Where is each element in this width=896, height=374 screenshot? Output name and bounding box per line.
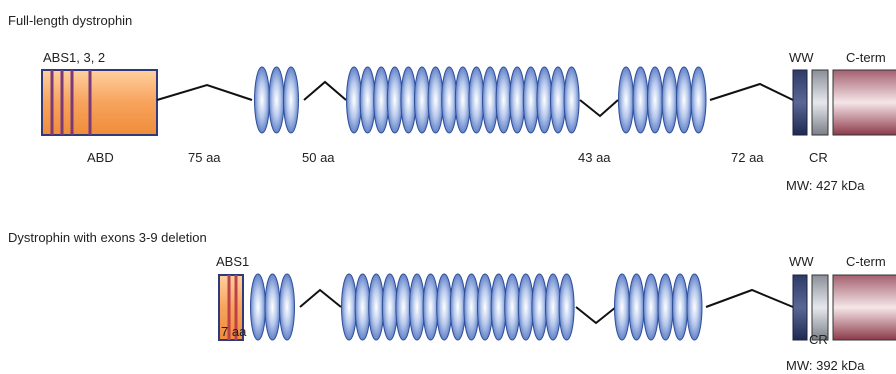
repeat: [410, 274, 425, 340]
repeat: [551, 67, 566, 133]
repeat: [546, 274, 561, 340]
repeat: [455, 67, 470, 133]
repeat: [423, 274, 438, 340]
repeat: [382, 274, 397, 340]
repeat: [483, 67, 498, 133]
repeat: [518, 274, 533, 340]
repeat: [369, 274, 384, 340]
linker: [580, 100, 618, 116]
abs-label: ABS1, 3, 2: [43, 50, 105, 65]
spectrin-repeats: [255, 67, 707, 133]
repeat: [396, 274, 411, 340]
repeat: [658, 274, 673, 340]
repeat: [415, 67, 430, 133]
repeat: [510, 67, 525, 133]
repeat: [355, 274, 370, 340]
repeat: [478, 274, 493, 340]
repeat: [464, 274, 479, 340]
cterm-label: C-term: [846, 50, 886, 65]
repeat: [619, 67, 634, 133]
repeat: [633, 67, 648, 133]
repeat: [662, 67, 677, 133]
diagram: Full-length dystrophin ABS1, 3, 2 WW C-t…: [0, 0, 896, 374]
mw-label: MW: 392 kDa: [786, 358, 865, 373]
ww-domain: [793, 70, 807, 135]
mw-label: MW: 427 kDa: [786, 178, 865, 193]
abd-label: ABD: [87, 150, 114, 165]
repeat: [251, 274, 266, 340]
repeat: [280, 274, 295, 340]
repeat: [523, 67, 538, 133]
abs-label: ABS1: [216, 254, 249, 269]
repeat: [387, 67, 402, 133]
repeat: [360, 67, 375, 133]
repeat: [687, 274, 702, 340]
linker: [576, 307, 616, 323]
spectrin-repeats: [251, 274, 703, 340]
repeat: [284, 67, 299, 133]
short-label: 7 aa: [221, 324, 247, 339]
repeat: [342, 274, 357, 340]
c-term-domain: [833, 275, 896, 340]
repeat: [469, 67, 484, 133]
repeat: [629, 274, 644, 340]
repeat: [677, 67, 692, 133]
repeat: [265, 274, 280, 340]
repeat: [615, 274, 630, 340]
linker-label: 72 aa: [731, 150, 764, 165]
cr-label: CR: [809, 150, 828, 165]
repeat: [537, 67, 552, 133]
linker: [300, 290, 341, 307]
repeat: [401, 67, 416, 133]
cr-domain: [812, 70, 828, 135]
linker-label: 43 aa: [578, 150, 611, 165]
linker-label: 50 aa: [302, 150, 335, 165]
cr-label: CR: [809, 332, 828, 347]
linker: [157, 85, 252, 100]
repeat: [374, 67, 389, 133]
linker: [706, 290, 793, 307]
ww-label: WW: [789, 50, 814, 65]
repeat: [491, 274, 506, 340]
linker: [304, 82, 346, 100]
repeat: [255, 67, 270, 133]
repeat: [644, 274, 659, 340]
cterm-label: C-term: [846, 254, 886, 269]
ww-domain: [793, 275, 807, 340]
repeat: [648, 67, 663, 133]
repeat: [532, 274, 547, 340]
repeat: [269, 67, 284, 133]
linker-label: 75 aa: [188, 150, 221, 165]
repeat: [505, 274, 520, 340]
repeat: [428, 67, 443, 133]
repeat: [347, 67, 362, 133]
abd-box: [42, 70, 157, 135]
c-term-domain: [833, 70, 896, 135]
ww-label: WW: [789, 254, 814, 269]
row-title: Dystrophin with exons 3-9 deletion: [8, 230, 207, 245]
repeat: [496, 67, 511, 133]
linker: [710, 84, 793, 100]
repeat: [564, 67, 579, 133]
row-title: Full-length dystrophin: [8, 13, 132, 28]
cr-domain: [812, 275, 828, 340]
repeat: [691, 67, 706, 133]
repeat: [673, 274, 688, 340]
repeat: [442, 67, 457, 133]
repeat: [559, 274, 574, 340]
repeat: [437, 274, 452, 340]
repeat: [450, 274, 465, 340]
